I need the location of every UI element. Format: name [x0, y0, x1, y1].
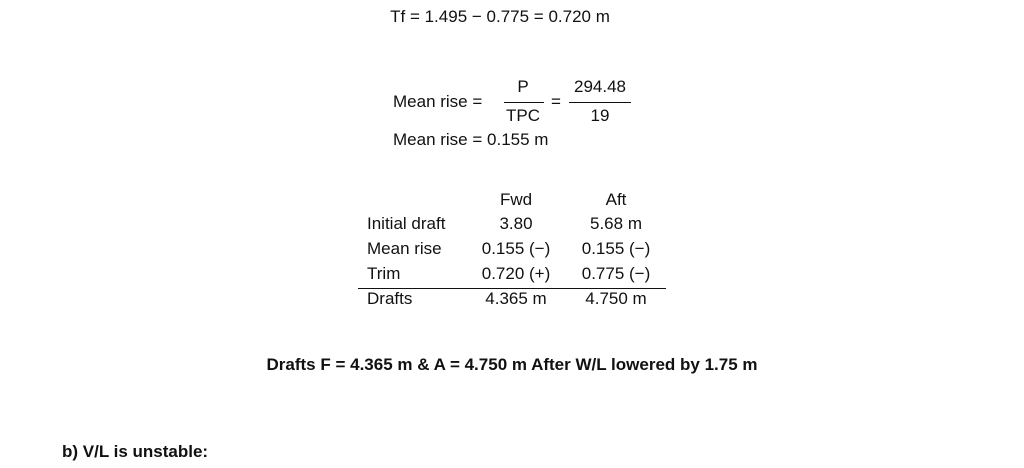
fraction-bar — [569, 102, 631, 103]
table-rule — [358, 288, 666, 289]
table-cell: 5.68 m — [590, 214, 642, 233]
total-label: Drafts — [367, 289, 413, 308]
fraction-denominator: 19 — [590, 106, 610, 125]
section-heading: b) V/L is unstable: — [62, 442, 209, 461]
fraction-numerator: P — [517, 77, 529, 96]
fraction-bar — [504, 102, 544, 103]
conclusion: Drafts F = 4.365 m & A = 4.750 m After W… — [266, 355, 758, 374]
table-cell: 3.80 — [499, 214, 533, 233]
fraction-numerator: 294.48 — [574, 77, 626, 96]
mean-rise-result: Mean rise = 0.155 m — [393, 130, 549, 149]
table-cell: 0.155 (−) — [481, 239, 551, 258]
formula-equals: = — [551, 92, 561, 111]
row-label: Mean rise — [367, 239, 442, 258]
formula-lhs: Mean rise = — [393, 92, 483, 111]
fraction-denominator: TPC — [506, 106, 540, 125]
table-header: Fwd — [499, 190, 533, 209]
table-cell: 0.155 (−) — [581, 239, 651, 258]
total-cell: 4.365 m — [485, 289, 547, 308]
table-header: Aft — [605, 190, 627, 209]
total-cell: 4.750 m — [585, 289, 647, 308]
table-cell: 0.775 (−) — [581, 264, 651, 283]
row-label: Initial draft — [367, 214, 446, 233]
trim-equation: Tf = 1.495 − 0.775 = 0.720 m — [390, 7, 610, 26]
row-label: Trim — [367, 264, 401, 283]
table-cell: 0.720 (+) — [481, 264, 551, 283]
